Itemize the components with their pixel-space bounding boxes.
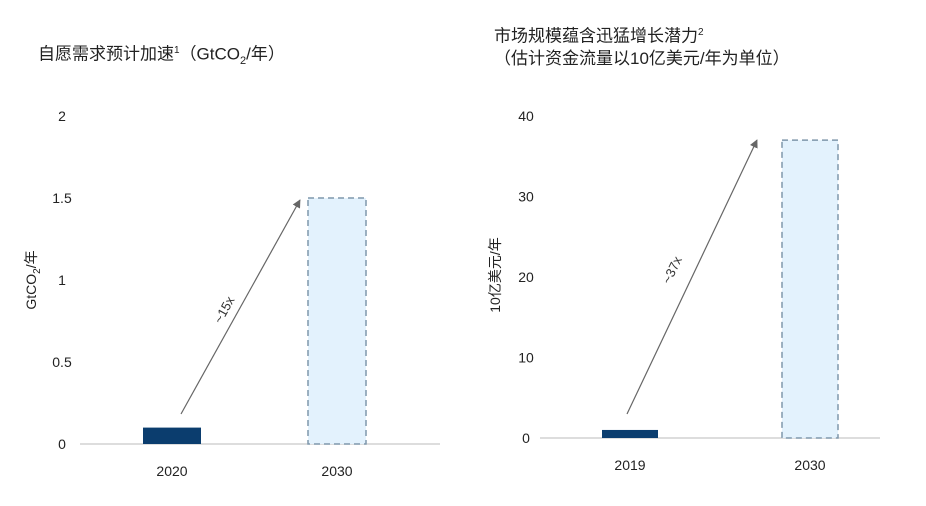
y-tick-label: 0: [58, 436, 66, 452]
x-tick-label: 2030: [794, 457, 825, 473]
left-title-footnote: 1: [174, 45, 180, 56]
y-tick-label: 1: [58, 272, 66, 288]
right-chart-title: 市场规模蕴含迅猛增长潜力2 （估计资金流量以10亿美元/年为单位）: [494, 22, 790, 70]
bar-2020: [143, 427, 201, 444]
bar-projected-2030: [781, 139, 839, 439]
left-title-unit-sub: 2: [240, 55, 247, 68]
growth-arrow: [180, 199, 301, 415]
bar-2019: [602, 429, 658, 438]
bar-projected-2030: [307, 197, 367, 445]
right-y-axis-label: 10亿美元/年: [487, 237, 503, 312]
growth-arrow: [626, 139, 758, 415]
left-title-unit-post: /年）: [246, 44, 285, 64]
growth-annotation: ~37x: [659, 253, 685, 286]
y-tick-label: 1.5: [52, 190, 72, 206]
left-title-text: 自愿需求预计加速: [38, 44, 174, 64]
y-tick-label: 20: [518, 269, 534, 285]
right-title-line2: （估计资金流量以10亿美元/年为单位）: [494, 48, 790, 68]
x-tick-label: 2019: [614, 457, 645, 473]
x-tick-label: 2020: [156, 463, 187, 479]
left-y-axis-label: GtCO2/年: [23, 250, 43, 309]
right-title-footnote: 2: [698, 27, 704, 38]
y-tick-label: 30: [518, 189, 534, 205]
growth-annotation: ~15x: [211, 293, 238, 326]
y-tick-label: 40: [518, 108, 534, 124]
right-title-line1: 市场规模蕴含迅猛增长潜力: [494, 26, 698, 46]
y-tick-label: 0.5: [52, 354, 72, 370]
y-tick-label: 10: [518, 350, 534, 366]
left-title-unit: （GtCO: [179, 44, 241, 64]
x-tick-label: 2030: [321, 463, 352, 479]
y-tick-label: 0: [522, 430, 530, 446]
y-tick-label: 2: [58, 108, 66, 124]
left-chart-title: 自愿需求预计加速1（GtCO2/年）: [38, 40, 285, 72]
